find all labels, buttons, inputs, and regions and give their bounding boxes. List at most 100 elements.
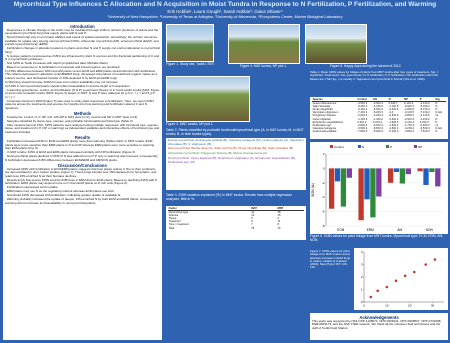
cell: -6.9±0.2 <box>372 129 383 133</box>
paragraph: · Results imply that source δ15N control… <box>5 177 158 186</box>
heading: Acknowledgements <box>359 314 399 320</box>
cell: -2.1±0.6 <box>419 114 430 118</box>
paragraph: · A warming-greenhouse, control, and fer… <box>5 87 160 99</box>
paragraph: · N isotope patterns (expressed as δ15N)… <box>5 53 160 62</box>
cell: Species <box>168 214 179 218</box>
paragraph: · Samples classified by tissue type, spe… <box>5 118 134 123</box>
paragraph: · In MAT tundra, δ15N of ECM and ERM pla… <box>5 150 136 155</box>
x-tick-label: 10 <box>385 304 389 308</box>
cell: N <box>435 129 438 133</box>
paragraph: · Fertilization suppressed soil N uptake… <box>5 185 59 190</box>
cell: Eriophorum angustifolium <box>312 120 344 124</box>
cell: 9 <box>251 220 253 224</box>
cell: -2.4±0.4 <box>388 108 399 112</box>
heading: Introduction <box>70 23 95 29</box>
column-header: NP <box>403 98 420 103</box>
cell: N,GH <box>435 111 443 115</box>
legend-label: N <box>362 145 364 149</box>
introduction: Introduction · Responses to climate chang… <box>5 23 160 111</box>
row: Polygonum bistorta -2.0±0.5 -2.2±0.4 -0.5±0… <box>312 114 446 117</box>
paragraph: · Fertilization changes C allocation pat… <box>5 46 160 54</box>
cell: Andromeda polifolia <box>312 129 337 133</box>
cell: -0.9±0.2 <box>419 123 430 127</box>
legend-swatch <box>386 145 389 148</box>
cell: N <box>435 120 438 124</box>
table-2: Ericoid mycorrhizal: Andromeda polifolia… <box>166 138 306 190</box>
bar <box>346 168 352 178</box>
cell: Carex bigelowii <box>312 117 331 121</box>
photo-harvest <box>305 24 367 64</box>
classification: Nonmycorrhizal: Carex bigelowii (B), Eri… <box>168 156 296 164</box>
cell: -7.1±0.2 <box>419 111 430 115</box>
point <box>369 295 373 299</box>
cell: -0.6±0.4 <box>372 123 383 127</box>
cell: Salix reticulata <box>312 105 331 109</box>
point <box>403 274 407 278</box>
cell: 0.3±0.2 <box>419 120 429 124</box>
header-row: Factor MAT MNT <box>168 207 304 212</box>
figure-caption: Figure 7. δ15N values for plant foliage … <box>310 249 351 270</box>
point <box>385 285 389 289</box>
x-tick-label: 30 <box>431 304 435 308</box>
row: Treatment 9 11 <box>168 220 304 223</box>
paragraph: 2) Warming should increase SOM turnover … <box>5 79 119 84</box>
figure-caption: Figure 1. Study site, Toolik LTER. <box>166 62 215 66</box>
y-tick-label: 0 <box>361 300 363 304</box>
cell: -2.2±0.4 <box>372 114 383 118</box>
paragraph: · Responses to climate change in the Arc… <box>5 27 159 36</box>
cell: 12 <box>251 214 255 218</box>
paragraph: · Increased δ15N with fertilization in E… <box>5 166 157 178</box>
row: Species 12 15 <box>168 214 304 217</box>
affiliations: ¹University of New Hampshire, ²Universit… <box>107 15 343 19</box>
bar <box>358 168 364 221</box>
cell: 15 <box>277 214 281 218</box>
cell: 6 <box>251 217 253 221</box>
photo-mnt-plot <box>166 76 250 122</box>
cell: -7.5±0.3 <box>419 129 430 133</box>
bar <box>423 168 429 185</box>
point <box>412 270 416 274</box>
cell: -1.8±0.6 <box>404 108 415 112</box>
cell: 8 <box>277 223 280 227</box>
photo-mat-plot <box>228 24 300 64</box>
row: Vaccinium uliginosum -7.4±0.4 -6.2±0.3 -4.0… <box>312 111 446 114</box>
cell: -6.1±0.2 <box>357 108 368 112</box>
cell: Grass inflorescence <box>312 102 337 106</box>
x-tick-label: NON <box>426 228 434 232</box>
cell: -5.1±0.6 <box>388 129 399 133</box>
cell: 75 <box>251 226 255 230</box>
cell: -1.1±0.5 <box>388 105 399 109</box>
discussion: Discussion/Conclusions · Increased δ15N w… <box>5 163 160 205</box>
table-caption: Table 3. δ15N variation explained (R²) i… <box>166 193 293 201</box>
cell: -1.9±0.5 <box>388 120 399 124</box>
paragraph: · Treatments: control, N, P, NP, GH, GHx… <box>5 115 139 120</box>
cell: -0.8±0.3 <box>357 123 368 127</box>
classification: Ericoid mycorrhizal: Andromeda polifolia… <box>168 138 304 146</box>
heading: Results <box>74 135 91 141</box>
bar <box>334 168 341 182</box>
row: Pedicularis spp. -0.8±0.3 -0.6±0.4 -1.5±0.2… <box>312 124 446 127</box>
methods: Methods · Treatments: control, N, P, NP, … <box>5 112 160 135</box>
cell: N,GH <box>435 126 443 130</box>
legend-label: P <box>390 145 392 149</box>
x-tick-label: ERM <box>367 228 374 232</box>
bar <box>340 168 347 207</box>
classification: Arbuscular mycorrhizal: Polygonum bistor… <box>168 151 268 156</box>
left-column: Introduction · Responses to climate chang… <box>3 22 162 340</box>
row: Salix reticulata -5.2±0.3 -4.4±0.6 -1.1±0.5… <box>312 105 446 108</box>
bar <box>399 168 406 184</box>
cell: -7.8±0.3 <box>357 129 368 133</box>
poster-title: Mycorrhizal Type Influences C Allocation… <box>13 1 437 8</box>
column-header: Sig. <box>434 98 446 103</box>
cell: -1.2±0.2 <box>419 117 430 121</box>
cell: 0.2±0.3 <box>372 120 382 124</box>
legend-swatch <box>358 145 361 148</box>
cell: -4.2±0.2 <box>404 126 415 130</box>
cell: Vaccinium uliginosum <box>312 111 339 115</box>
table-1: Species Control GH N NP P Sig. Grass infloresce… <box>310 97 448 139</box>
x-tick-label: AM <box>397 228 402 232</box>
paragraph: · Based on responses to N fertilization … <box>5 64 121 69</box>
paragraph: · A biomass harvest in 2000 (Figure 5) w… <box>5 98 154 110</box>
